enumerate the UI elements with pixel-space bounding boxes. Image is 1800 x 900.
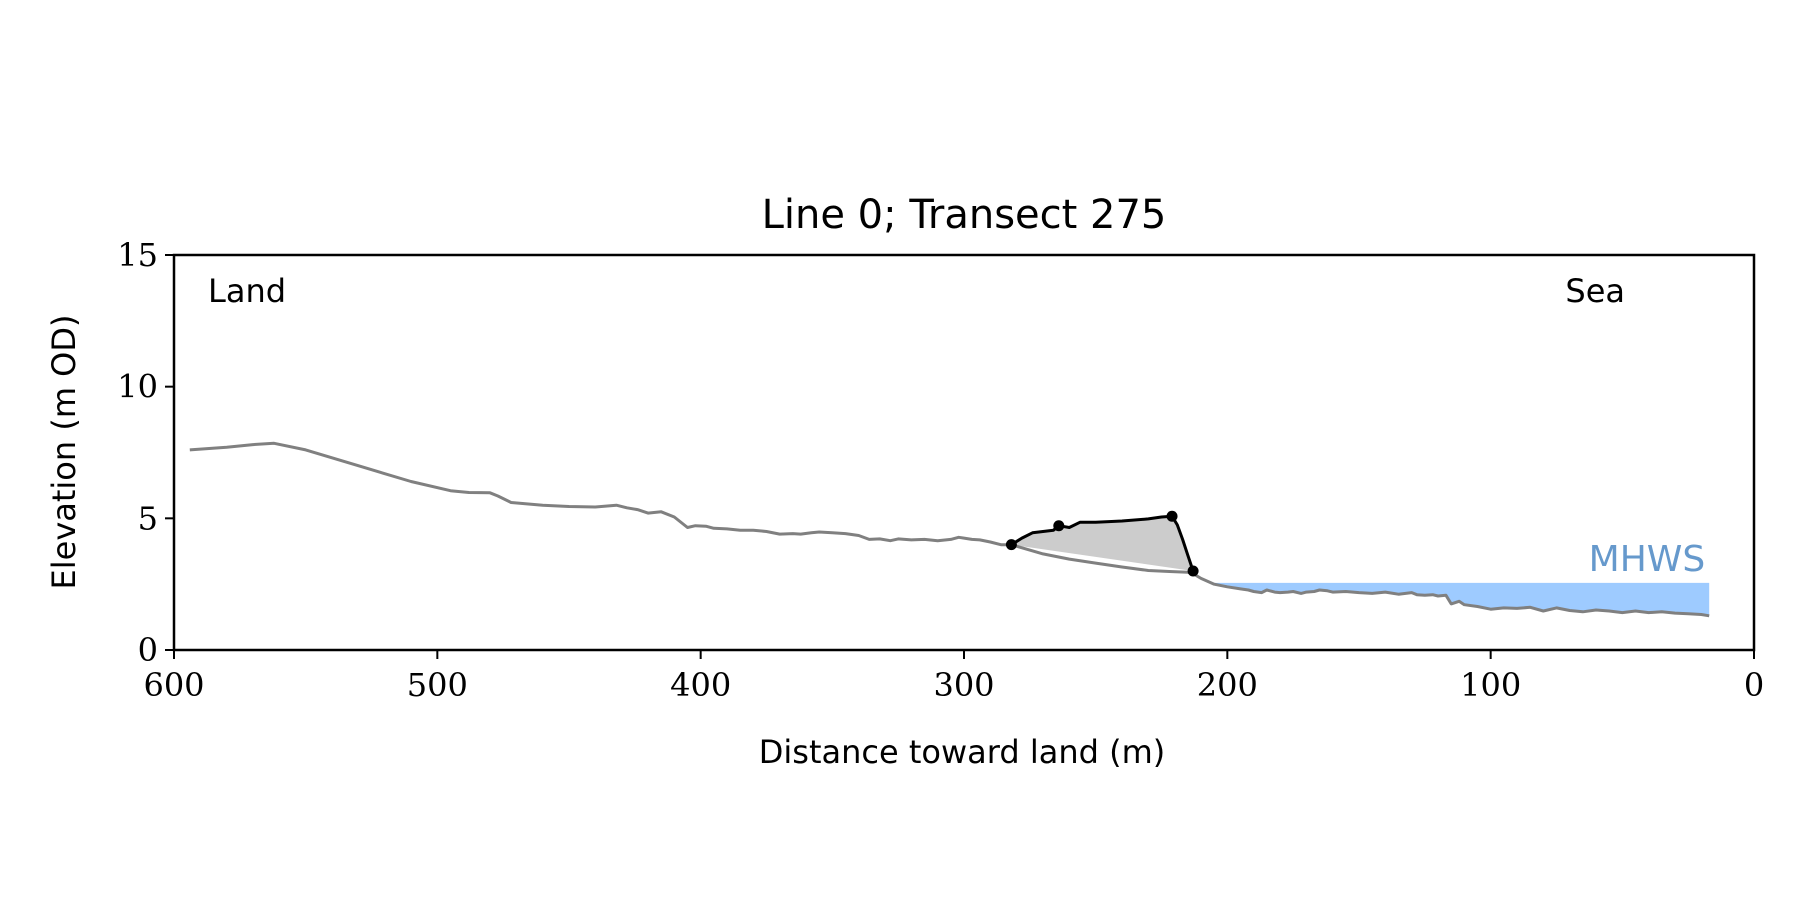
x-tick-label: 200 [1197,666,1258,704]
y-axis: 0 5 10 15 [117,236,174,669]
chart-title: Line 0; Transect 275 [762,192,1167,238]
plot-area [189,441,1710,618]
y-axis-label: Elevation (m OD) [45,315,83,590]
dune-point [1053,520,1065,532]
x-tick-label: 300 [933,666,994,704]
ground-profile-line [189,441,1710,618]
x-tick-label: 100 [1460,666,1521,704]
y-tick-label: 0 [138,631,158,669]
x-axis: 600 500 400 300 200 100 0 [143,650,1764,704]
dune-profile-line [1010,514,1195,572]
x-axis-label: Distance toward land (m) [759,733,1165,771]
x-tick-label: 400 [670,666,731,704]
x-tick-label: 500 [407,666,468,704]
y-tick-label: 15 [117,236,158,274]
y-tick-label: 10 [117,368,158,406]
dune-key-points [1005,510,1199,577]
land-label: Land [208,272,286,310]
x-tick-label: 0 [1744,666,1764,704]
dune-point [1005,539,1017,551]
mhws-label: MHWS [1589,539,1706,580]
y-tick-label: 5 [138,499,158,537]
sea-label: Sea [1565,272,1625,310]
dune-point [1187,565,1199,577]
x-tick-label: 600 [143,666,204,704]
dune-point [1166,510,1178,522]
